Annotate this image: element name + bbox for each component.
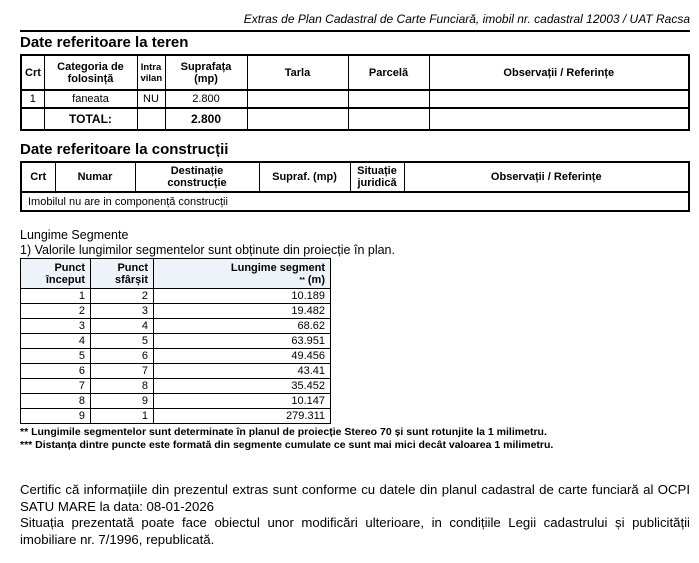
segment-start: 3 xyxy=(20,318,91,334)
document-title: Extras de Plan Cadastral de Carte Funcia… xyxy=(20,12,690,32)
segment-length: 10.189 xyxy=(153,288,331,304)
footnote-distanta: *** Distanța dintre puncte este formată … xyxy=(20,439,554,451)
teren-cell-suprafata: 2.800 xyxy=(164,89,248,109)
segmente-header-end: Punct sfârșit xyxy=(90,258,154,289)
segment-end: 7 xyxy=(90,363,154,379)
certification-disclaimer: Situația prezentată poate face obiectul … xyxy=(20,515,690,547)
teren-cell-intravilan: NU xyxy=(136,89,166,109)
teren-cell-crt: 1 xyxy=(20,89,45,109)
segment-row: 5 6 49.456 xyxy=(20,348,331,364)
segment-start: 5 xyxy=(20,348,91,364)
cadastral-extract-page: Extras de Plan Cadastral de Carte Funcia… xyxy=(20,12,690,548)
segment-length: 10.147 xyxy=(153,393,331,409)
teren-header-observatii: Observații / Referințe xyxy=(428,54,690,91)
segmente-header-row: Punct început Punct sfârșit Lungime segm… xyxy=(20,258,331,289)
teren-header-row: Crt Categoria de folosință Intra vilan S… xyxy=(20,54,690,91)
segment-length: 68.62 xyxy=(153,318,331,334)
segmente-note: 1) Valorile lungimilor segmentelor sunt … xyxy=(20,243,395,257)
segment-length: 63.951 xyxy=(153,333,331,349)
teren-header-parcela: Parcelă xyxy=(347,54,430,91)
teren-total-empty-tarla xyxy=(246,107,349,131)
segment-start: 9 xyxy=(20,408,91,424)
segment-row: 6 7 43.41 xyxy=(20,363,331,379)
teren-header-intravilan: Intra vilan xyxy=(136,54,166,91)
segment-length: 19.482 xyxy=(153,303,331,319)
teren-header-suprafata: Suprafața (mp) xyxy=(164,54,248,91)
segment-start: 6 xyxy=(20,363,91,379)
teren-total-empty-parcela xyxy=(347,107,430,131)
teren-table: Crt Categoria de folosință Intra vilan S… xyxy=(20,54,690,131)
teren-header-categoria: Categoria de folosință xyxy=(43,54,138,91)
segment-row: 7 8 35.452 xyxy=(20,378,331,394)
footnote-mark: ** xyxy=(299,276,305,284)
segment-end: 2 xyxy=(90,288,154,304)
teren-data-row: 1 faneata NU 2.800 xyxy=(20,89,690,109)
constructii-header-observatii: Observații / Referințe xyxy=(403,161,690,193)
segment-length: 43.41 xyxy=(153,363,331,379)
segment-start: 2 xyxy=(20,303,91,319)
certification-statement: Certific că informațiile din prezentul e… xyxy=(20,482,690,514)
teren-total-empty-observatii xyxy=(428,107,690,131)
constructii-header-situatie: Situație juridică xyxy=(349,161,405,193)
teren-total-row: TOTAL: 2.800 xyxy=(20,107,690,131)
segment-length: 49.456 xyxy=(153,348,331,364)
segmente-footnotes: ** Lungimile segmentelor sunt determinat… xyxy=(20,426,690,452)
segment-start: 4 xyxy=(20,333,91,349)
segment-row: 1 2 10.189 xyxy=(20,288,331,304)
segment-row: 3 4 68.62 xyxy=(20,318,331,334)
segment-end: 3 xyxy=(90,303,154,319)
segment-end: 1 xyxy=(90,408,154,424)
constructii-table: Crt Numar Destinație construcție Supraf.… xyxy=(20,161,690,212)
teren-header-crt: Crt xyxy=(20,54,45,91)
constructii-section-heading: Date referitoare la construcții xyxy=(20,141,229,158)
constructii-empty-message: Imobilul nu are in componență construcți… xyxy=(20,191,690,212)
segment-row: 2 3 19.482 xyxy=(20,303,331,319)
teren-cell-parcela xyxy=(347,89,430,109)
segment-row: 4 5 63.951 xyxy=(20,333,331,349)
teren-section-heading: Date referitoare la teren xyxy=(20,34,189,51)
segment-end: 6 xyxy=(90,348,154,364)
teren-total-empty-crt xyxy=(20,107,45,131)
constructii-header-crt: Crt xyxy=(20,161,56,193)
teren-cell-tarla xyxy=(246,89,349,109)
teren-cell-categoria: faneata xyxy=(43,89,138,109)
teren-cell-observatii xyxy=(428,89,690,109)
teren-total-suprafata: 2.800 xyxy=(164,107,248,131)
constructii-header-row: Crt Numar Destinație construcție Supraf.… xyxy=(20,161,690,193)
segment-length: 35.452 xyxy=(153,378,331,394)
constructii-header-supraf: Supraf. (mp) xyxy=(258,161,351,193)
segment-row: 9 1 279.311 xyxy=(20,408,331,424)
segment-start: 1 xyxy=(20,288,91,304)
segment-end: 5 xyxy=(90,333,154,349)
teren-header-tarla: Tarla xyxy=(246,54,349,91)
segmente-table: Punct început Punct sfârșit Lungime segm… xyxy=(20,258,331,424)
constructii-header-destinatie: Destinație construcție xyxy=(134,161,260,193)
segment-start: 7 xyxy=(20,378,91,394)
segment-row: 8 9 10.147 xyxy=(20,393,331,409)
footnote-stereo70: ** Lungimile segmentelor sunt determinat… xyxy=(20,426,547,438)
teren-total-label: TOTAL: xyxy=(43,107,138,131)
teren-total-empty-intravilan xyxy=(136,107,166,131)
segment-end: 4 xyxy=(90,318,154,334)
segment-end: 9 xyxy=(90,393,154,409)
segmente-heading: Lungime Segmente xyxy=(20,228,129,242)
segmente-header-start: Punct început xyxy=(20,258,91,289)
segment-length: 279.311 xyxy=(153,408,331,424)
segment-start: 8 xyxy=(20,393,91,409)
certification-block: Certific că informațiile din prezentul e… xyxy=(20,482,690,548)
constructii-empty-row: Imobilul nu are in componență construcți… xyxy=(20,191,690,212)
segmente-section: Lungime Segmente 1) Valorile lungimilor … xyxy=(20,228,690,452)
segment-end: 8 xyxy=(90,378,154,394)
segmente-header-length: Lungime segment ** (m) xyxy=(153,258,331,289)
constructii-header-numar: Numar xyxy=(54,161,136,193)
